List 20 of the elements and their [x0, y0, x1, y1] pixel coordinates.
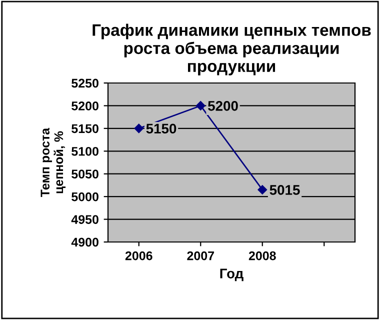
y-tick-label: 5250 [72, 78, 98, 88]
y-tick-label: 5000 [72, 192, 98, 202]
chart-title: График динамики цепных темпов роста объема реализации продукции [92, 24, 371, 76]
data-label: 5015 [270, 185, 300, 195]
y-tick-label: 4950 [71, 215, 98, 224]
point [258, 185, 267, 194]
data-label: 5200 [208, 100, 238, 111]
x-tick-label: 2008 [248, 251, 276, 260]
y-tick-label: 5200 [72, 102, 98, 110]
y-tick-label: 5100 [72, 146, 98, 156]
y-tick-label: 4900 [71, 238, 98, 247]
point [196, 101, 206, 110]
point [134, 124, 144, 134]
y-axis-title: Темп роста цепной, % [40, 128, 66, 197]
y-tick-label: 5050 [72, 170, 98, 179]
x-tick-label: 2006 [125, 251, 152, 260]
data-label: 5150 [146, 124, 176, 134]
x-axis-title: Год [220, 268, 244, 282]
x-tick-label: 2007 [187, 251, 214, 260]
y-tick-label: 5150 [72, 124, 98, 134]
